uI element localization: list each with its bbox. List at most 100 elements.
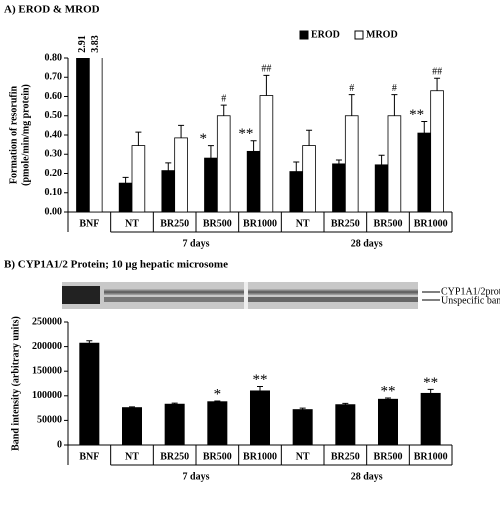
bar <box>204 157 218 213</box>
legend-label: EROD <box>311 29 340 40</box>
annotation: ** <box>238 126 253 142</box>
value-label: 2.91 <box>77 35 88 53</box>
x-tick-label: NT <box>125 218 139 229</box>
y-tick-label: 0.80 <box>45 52 63 63</box>
y-tick-label: 0.50 <box>45 110 63 121</box>
blot-label: Unspecific band <box>441 295 500 306</box>
error-bar <box>207 145 214 159</box>
bar <box>374 164 389 213</box>
x-tick-label: BR500 <box>203 218 232 229</box>
error-bar <box>421 121 428 134</box>
x-tick-label: BR250 <box>331 218 360 229</box>
annotation: ** <box>409 107 424 123</box>
bar <box>164 403 185 446</box>
plot-area <box>79 342 441 446</box>
x-tick-label: NT <box>296 218 310 229</box>
group-label: 7 days <box>183 471 210 482</box>
y-tick-label: 0.10 <box>45 187 63 198</box>
bar <box>76 58 90 213</box>
y-tick-label: 150000 <box>32 365 62 376</box>
bar <box>216 115 231 213</box>
error-bar <box>299 407 306 410</box>
bar <box>335 404 356 446</box>
annotation: ## <box>261 64 271 75</box>
y-tick-label: 250000 <box>32 316 62 327</box>
x-tick-label: NT <box>125 451 139 462</box>
error-bar <box>385 397 391 400</box>
x-tick-label: BNF <box>79 451 99 462</box>
error-bar <box>263 74 270 96</box>
x-tick-label: BR1000 <box>243 451 277 462</box>
x-tick-label: BR250 <box>160 218 189 229</box>
error-bar <box>378 154 385 165</box>
error-bar <box>214 400 221 402</box>
y-tick-label: 0.30 <box>45 149 63 160</box>
chart-title: B) CYP1A1/2 Protein; 10 μg hepatic micro… <box>4 259 228 271</box>
western-blot <box>62 282 440 309</box>
value-label: 3.83 <box>90 35 101 53</box>
annotation: # <box>349 83 354 94</box>
y-tick-label: 100000 <box>32 390 62 401</box>
group-label: 28 days <box>351 471 383 482</box>
x-tick-label: NT <box>296 451 310 462</box>
bar <box>79 342 100 446</box>
y-tick-label: 0.00 <box>45 206 63 217</box>
y-tick-label: 0.20 <box>45 168 63 179</box>
bar <box>207 401 228 446</box>
bar <box>289 171 304 213</box>
error-bar <box>178 124 185 138</box>
x-tick-label: BR500 <box>374 451 403 462</box>
error-bar <box>434 77 441 91</box>
error-bar <box>427 388 434 394</box>
error-bar <box>220 104 227 116</box>
bar <box>249 390 270 446</box>
bar <box>430 90 444 213</box>
bar <box>118 182 133 213</box>
x-tick-label: BR500 <box>374 218 403 229</box>
chart-title: A) EROD & MROD <box>4 4 100 16</box>
error-bar <box>306 129 313 146</box>
bar <box>122 407 143 446</box>
error-bar <box>250 140 257 152</box>
error-bar <box>122 176 129 184</box>
y-tick-label: 200000 <box>32 341 62 352</box>
bar <box>377 398 398 446</box>
y-axis-label: Formation of resorufin <box>8 85 19 184</box>
annotation: # <box>392 83 397 94</box>
annotation: ** <box>381 383 396 399</box>
bar <box>344 115 359 213</box>
y-axis-label: Band intensity (arbitrary units) <box>10 316 21 451</box>
error-bar <box>335 159 342 164</box>
bar <box>246 150 261 213</box>
y-axis-label: (pmole/min/mg protein) <box>20 84 31 186</box>
bar <box>302 145 316 213</box>
y-tick-label: 0.60 <box>45 91 63 102</box>
error-bar <box>342 402 349 405</box>
y-tick-label: 0.40 <box>45 129 63 140</box>
error-bar <box>257 385 263 391</box>
x-tick-label: BR250 <box>160 451 189 462</box>
error-bar <box>391 94 398 116</box>
group-label: 28 days <box>351 238 383 249</box>
bar <box>417 132 432 213</box>
y-tick-label: 0.70 <box>45 72 63 83</box>
bar <box>387 115 402 213</box>
bar <box>332 163 346 213</box>
x-tick-label: BR1000 <box>414 451 448 462</box>
legend-label: MROD <box>366 29 398 40</box>
bar <box>131 145 146 213</box>
plot-area <box>76 58 444 213</box>
error-bar <box>293 161 300 172</box>
error-bar <box>129 406 135 408</box>
bar <box>259 95 274 213</box>
blot-label: CYP1A1/2protein <box>441 286 500 297</box>
error-bar <box>86 340 93 344</box>
error-bar <box>135 131 142 146</box>
bar <box>174 137 188 213</box>
bar <box>88 58 103 213</box>
annotation: ** <box>253 372 268 388</box>
annotation: ** <box>423 375 438 391</box>
annotation: # <box>221 93 226 104</box>
bar <box>420 392 441 446</box>
error-bar <box>348 94 355 116</box>
